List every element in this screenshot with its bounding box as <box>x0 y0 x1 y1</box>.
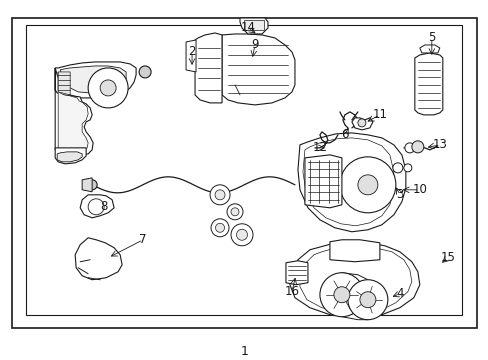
Text: 11: 11 <box>371 108 386 121</box>
Polygon shape <box>289 242 419 317</box>
Polygon shape <box>58 72 88 153</box>
Polygon shape <box>57 152 82 162</box>
Circle shape <box>339 157 395 213</box>
Circle shape <box>357 175 377 195</box>
Polygon shape <box>419 45 439 53</box>
Polygon shape <box>299 246 411 314</box>
Circle shape <box>411 141 423 153</box>
Text: 8: 8 <box>100 200 107 213</box>
Circle shape <box>347 280 387 320</box>
Circle shape <box>236 229 247 240</box>
Circle shape <box>403 164 411 172</box>
Polygon shape <box>414 53 442 115</box>
Circle shape <box>319 273 363 317</box>
Polygon shape <box>60 66 126 93</box>
Circle shape <box>357 119 365 127</box>
Text: 3: 3 <box>395 188 403 201</box>
Polygon shape <box>329 240 379 262</box>
Polygon shape <box>82 178 92 192</box>
Bar <box>26 25 461 315</box>
Polygon shape <box>351 118 372 130</box>
Polygon shape <box>240 18 267 34</box>
Text: 16: 16 <box>284 285 299 298</box>
Circle shape <box>139 66 151 78</box>
Polygon shape <box>55 68 93 156</box>
Text: 5: 5 <box>427 31 435 45</box>
Text: 14: 14 <box>240 22 255 35</box>
Circle shape <box>333 287 349 303</box>
Text: 12: 12 <box>312 141 327 154</box>
Circle shape <box>87 180 97 190</box>
Text: 6: 6 <box>341 129 348 141</box>
Polygon shape <box>80 195 114 218</box>
Text: 13: 13 <box>431 138 447 151</box>
Polygon shape <box>185 40 196 72</box>
Circle shape <box>215 223 224 232</box>
Text: 2: 2 <box>188 45 195 58</box>
Text: 15: 15 <box>440 251 454 264</box>
Circle shape <box>88 199 104 215</box>
Text: 9: 9 <box>251 39 258 51</box>
Polygon shape <box>341 273 367 320</box>
Text: 1: 1 <box>240 345 248 358</box>
Polygon shape <box>55 148 86 164</box>
Polygon shape <box>55 62 136 98</box>
Circle shape <box>100 80 116 96</box>
Polygon shape <box>195 33 222 103</box>
Polygon shape <box>75 238 122 280</box>
Circle shape <box>359 292 375 308</box>
Circle shape <box>226 204 243 220</box>
Circle shape <box>404 143 414 153</box>
Circle shape <box>215 190 224 200</box>
Polygon shape <box>303 138 393 226</box>
Polygon shape <box>244 20 264 30</box>
Text: 10: 10 <box>411 183 427 196</box>
Polygon shape <box>297 133 405 232</box>
Text: 7: 7 <box>139 233 146 246</box>
Polygon shape <box>58 72 70 95</box>
Bar <box>12 18 476 328</box>
Circle shape <box>392 163 402 173</box>
Polygon shape <box>222 34 294 105</box>
Circle shape <box>88 68 128 108</box>
Polygon shape <box>285 261 307 285</box>
Polygon shape <box>305 155 341 208</box>
Circle shape <box>211 219 228 237</box>
Circle shape <box>230 208 239 216</box>
Circle shape <box>230 224 252 246</box>
Text: 4: 4 <box>395 287 403 300</box>
Circle shape <box>210 185 229 205</box>
